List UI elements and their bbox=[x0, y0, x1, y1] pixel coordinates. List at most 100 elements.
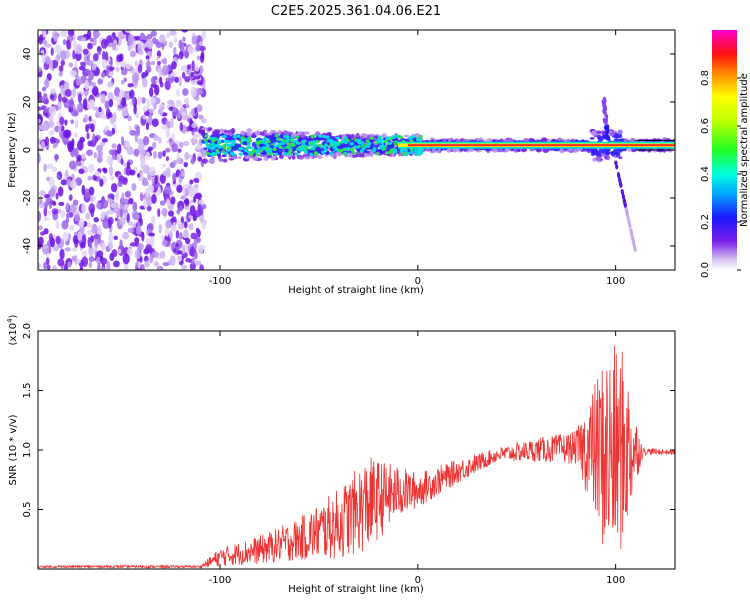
spectrogram-noise-cell bbox=[100, 93, 107, 104]
spectrogram-noise-cell bbox=[146, 33, 153, 40]
spectrogram-noise-cell bbox=[85, 212, 91, 220]
spectrogram-noise-cell bbox=[127, 83, 134, 88]
spectrogram-peak-cell bbox=[265, 144, 270, 148]
spectrogram-noise-cell bbox=[134, 60, 138, 67]
spectrogram-noise-cell bbox=[109, 60, 113, 67]
spectrogram-noise-cell bbox=[126, 213, 130, 224]
spectrogram-noise-cell bbox=[38, 262, 41, 269]
spectrogram-noise-cell bbox=[132, 72, 140, 84]
spectrogram-peak-cell bbox=[315, 140, 320, 144]
spectrogram-noise-cell bbox=[143, 198, 147, 209]
spectrogram-peak-cell bbox=[308, 141, 313, 145]
spectrogram-peak-cell bbox=[409, 150, 414, 154]
spectrogram-spike-cell bbox=[603, 107, 607, 112]
colorbar-tick-label: 0.4 bbox=[700, 166, 711, 182]
spectrogram-noise-cell bbox=[184, 237, 191, 245]
spectrogram-peak-cell bbox=[349, 142, 354, 146]
spectrogram-peak-cell bbox=[217, 145, 222, 149]
spectrogram-signal-cell bbox=[372, 135, 380, 139]
spectrogram-noise-cell bbox=[125, 63, 132, 70]
spectrogram-peak-cell bbox=[289, 138, 294, 142]
spectrogram-noise-cell bbox=[176, 157, 183, 165]
spectrogram-peak-cell bbox=[311, 147, 316, 151]
spectrogram-peak-cell bbox=[215, 148, 220, 153]
spectrogram-noise-cell bbox=[38, 211, 42, 222]
spectrogram-signal-cell bbox=[381, 133, 387, 139]
spectrogram-noise-cell bbox=[72, 50, 76, 60]
spectrogram-peak-cell bbox=[393, 148, 398, 152]
spectrogram-noise-cell bbox=[184, 204, 190, 210]
spectrogram-peak-cell bbox=[325, 135, 330, 139]
spectrogram-peak-cell bbox=[324, 148, 329, 152]
spectrogram-signal-cell bbox=[252, 157, 259, 161]
spectrogram-noise-cell bbox=[78, 161, 82, 167]
spectrogram-peak-cell bbox=[367, 142, 372, 146]
spectrogram-signal-cell bbox=[237, 156, 242, 159]
spectrogram-signal-cell bbox=[469, 147, 474, 153]
spectrogram-noise-cell bbox=[134, 237, 140, 244]
spectrogram-noise-cell bbox=[107, 216, 114, 225]
spectrogram-noise-cell bbox=[191, 60, 195, 72]
spectrogram-noise-cell bbox=[45, 257, 50, 266]
spectrogram-noise-cell bbox=[176, 220, 182, 227]
spectrogram-noise-cell bbox=[178, 76, 182, 87]
spectrogram-noise-cell bbox=[42, 40, 48, 45]
spectrogram-noise-cell bbox=[194, 95, 200, 101]
spectrogram-peak-cell bbox=[285, 137, 290, 141]
spectrogram-noise-cell bbox=[92, 133, 96, 144]
spectrogram-noise-cell bbox=[120, 79, 125, 85]
spectrogram-noise-cell bbox=[127, 227, 135, 234]
spectrogram-noise-cell bbox=[38, 66, 42, 73]
spectrogram-peak-cell bbox=[326, 138, 331, 143]
spectrogram-noise-cell bbox=[87, 140, 93, 147]
spectrogram-peak-cell bbox=[318, 134, 323, 138]
spectrogram-noise-cell bbox=[108, 98, 114, 108]
spectrogram-noise-cell bbox=[144, 260, 150, 268]
spectrogram-noise-cell bbox=[143, 111, 150, 117]
spectrogram-tail-cell bbox=[621, 190, 625, 195]
spectrogram-peak-cell bbox=[272, 147, 277, 152]
spectrogram-peak-cell bbox=[287, 151, 292, 155]
spectrogram-signal-cell bbox=[367, 153, 371, 157]
spectrogram-peak-cell bbox=[335, 142, 340, 147]
colorbar-tick-label: 0.8 bbox=[700, 70, 711, 86]
spectrogram-noise-cell bbox=[72, 87, 77, 98]
spectrogram-noise-cell bbox=[57, 258, 65, 267]
spectrogram-noise-cell bbox=[150, 61, 156, 66]
spectrogram-peak-cell bbox=[240, 136, 245, 140]
spectrogram-peak-cell bbox=[204, 141, 209, 145]
spectrogram-spike-cell bbox=[602, 96, 606, 101]
colorbar-label: Normalized spectral amplitude bbox=[739, 73, 750, 227]
spectrogram-noise-cell bbox=[107, 92, 114, 103]
spectrogram-noise-cell bbox=[161, 163, 167, 169]
spectrogram-noise-cell bbox=[183, 221, 188, 229]
spectrogram-peak-cell bbox=[388, 150, 393, 154]
spectrogram-noise-cell bbox=[128, 125, 133, 132]
spectrogram-peak-cell bbox=[309, 152, 314, 156]
spectrogram-noise-cell bbox=[155, 41, 162, 49]
spectrogram-signal-cell bbox=[403, 134, 410, 138]
spectrogram-noise-cell bbox=[92, 174, 98, 181]
spectrogram-noise-cell bbox=[151, 250, 159, 258]
spectrogram-noise-cell bbox=[116, 143, 122, 155]
spectrogram-noise-cell bbox=[176, 209, 181, 215]
spectrogram-noise-cell bbox=[197, 244, 204, 255]
spectrogram-noise-cell bbox=[43, 163, 47, 172]
spectrogram-noise-cell bbox=[88, 203, 96, 214]
spectrogram-noise-cell bbox=[101, 266, 107, 270]
spectrogram-noise-cell bbox=[168, 230, 174, 239]
spectrogram-peak-cell bbox=[374, 152, 379, 156]
spectrogram-noise-cell bbox=[51, 166, 58, 173]
spectrogram-peak-cell bbox=[299, 147, 304, 151]
spectrogram-signal-cell bbox=[359, 135, 365, 140]
spectrogram-peak-cell bbox=[221, 134, 226, 139]
spectrogram-noise-cell bbox=[50, 47, 54, 56]
spectrogram-noise-cell bbox=[165, 167, 171, 178]
spectrogram-signal-cell bbox=[393, 140, 399, 147]
spectrogram-signal-cell bbox=[346, 134, 352, 138]
spectrogram-noise-cell bbox=[129, 129, 136, 136]
spectrogram-noise-cell bbox=[115, 46, 119, 52]
spectrogram-signal-cell bbox=[602, 131, 607, 135]
spectrogram-peak-cell bbox=[355, 139, 360, 143]
snr-ylabel: SNR (10 * v/v) bbox=[8, 414, 19, 485]
